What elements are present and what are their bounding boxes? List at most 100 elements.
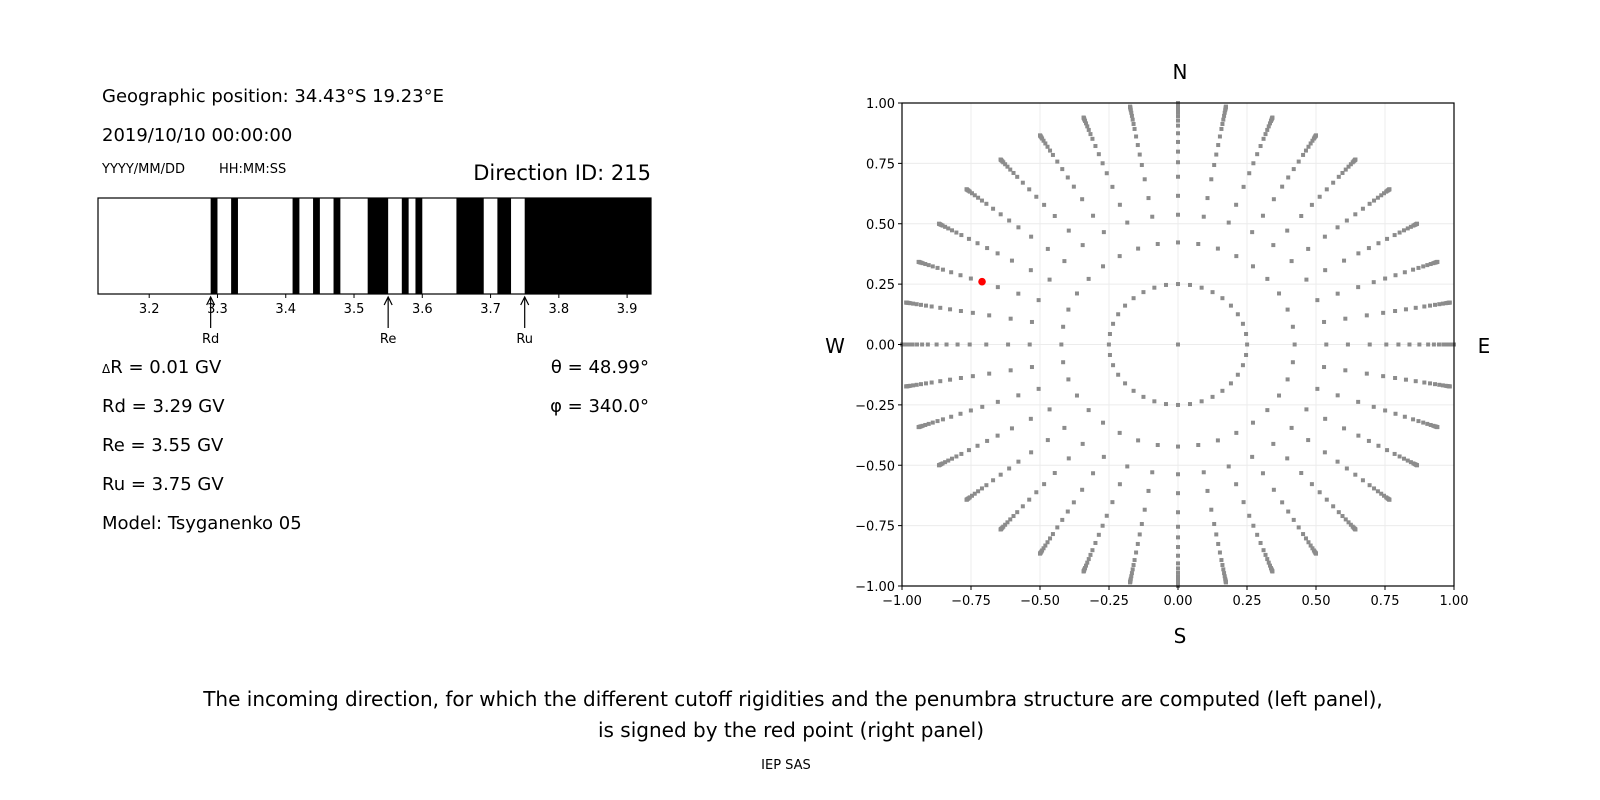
grid-point xyxy=(1196,443,1201,448)
grid-point xyxy=(985,246,990,251)
grid-point xyxy=(1091,213,1096,218)
grid-point xyxy=(1290,360,1295,365)
grid-point xyxy=(1066,307,1071,312)
grid-point xyxy=(923,381,928,386)
grid-point xyxy=(1426,342,1431,347)
marker-arrowhead xyxy=(383,295,393,306)
grid-point xyxy=(1029,365,1034,370)
grid-point xyxy=(1215,246,1220,251)
grid-point xyxy=(1265,408,1270,413)
grid-point xyxy=(1027,497,1032,502)
grid-point xyxy=(936,463,941,468)
grid-point xyxy=(1100,523,1105,528)
grid-point xyxy=(1212,521,1217,526)
grid-point xyxy=(1353,157,1358,162)
grid-point xyxy=(1422,380,1427,385)
grid-point xyxy=(1187,282,1192,287)
grid-point xyxy=(1415,221,1420,226)
grid-point xyxy=(914,382,919,387)
grid-point xyxy=(1250,454,1255,459)
grid-point xyxy=(1306,438,1311,443)
grid-point xyxy=(987,313,992,318)
grid-point xyxy=(1356,251,1361,256)
y-tick-label: 0.00 xyxy=(866,339,895,354)
grid-point xyxy=(1290,324,1295,329)
grid-point xyxy=(1292,342,1297,347)
grid-point xyxy=(1315,386,1320,391)
forbidden-band xyxy=(292,198,300,294)
grid-point xyxy=(1286,175,1291,180)
grid-point xyxy=(1344,466,1349,471)
grid-point xyxy=(1425,421,1430,426)
grid-point xyxy=(1346,164,1351,169)
grid-point xyxy=(1042,482,1047,487)
grid-point xyxy=(1436,342,1441,347)
grid-point xyxy=(1322,234,1327,239)
grid-point xyxy=(1437,382,1442,387)
grid-point xyxy=(1048,148,1053,153)
grid-point xyxy=(1008,517,1013,522)
grid-point xyxy=(1028,416,1033,421)
grid-point xyxy=(1219,126,1224,131)
phi-value: φ = 340.0° xyxy=(550,396,649,417)
grid-point xyxy=(946,226,951,231)
grid-point xyxy=(1403,307,1408,312)
grid-point xyxy=(1271,197,1276,202)
grid-point xyxy=(1234,430,1239,435)
grid-point xyxy=(1431,342,1436,347)
grid-point xyxy=(1060,517,1065,522)
grid-point xyxy=(1241,500,1246,505)
grid-point xyxy=(1385,236,1390,241)
grid-point xyxy=(1222,571,1227,576)
grid-point xyxy=(1176,577,1180,582)
grid-point xyxy=(1201,214,1206,219)
grid-point xyxy=(1152,399,1157,404)
re-value: Re = 3.55 GV xyxy=(102,435,224,456)
grid-point xyxy=(1402,456,1407,461)
grid-point xyxy=(979,198,984,203)
grid-point xyxy=(1048,536,1053,541)
grid-point xyxy=(1324,342,1329,347)
grid-point xyxy=(1081,115,1086,120)
grid-point xyxy=(1117,430,1122,435)
grid-point xyxy=(919,382,924,387)
grid-point xyxy=(1345,342,1350,347)
grid-point xyxy=(916,259,921,264)
grid-point xyxy=(1131,121,1136,126)
grid-point xyxy=(995,285,1000,290)
grid-point xyxy=(1131,296,1136,301)
grid-point xyxy=(1139,521,1144,526)
grid-point xyxy=(1016,459,1021,464)
right-panel: −1.00 −0.75 −0.50 −0.25 0.00 0.25 0.50 0.75 1.00… xyxy=(825,60,1490,648)
grid-point xyxy=(998,157,1003,162)
grid-point xyxy=(1397,230,1402,235)
grid-point xyxy=(1110,500,1115,505)
ru-value: Ru = 3.75 GV xyxy=(102,474,224,495)
grid-point xyxy=(1216,143,1221,148)
caption-line-1: The incoming direction, for which the di… xyxy=(202,687,1383,711)
grid-point xyxy=(1234,254,1239,259)
grid-point xyxy=(1258,144,1263,149)
compass-west: W xyxy=(825,334,845,358)
grid-point xyxy=(1080,197,1085,202)
scatter-axes: −1.00 −0.75 −0.50 −0.25 0.00 0.25 0.50 0.75 1.00… xyxy=(855,97,1468,609)
grid-point xyxy=(1132,558,1137,563)
grid-point xyxy=(1047,407,1052,412)
grid-point xyxy=(1210,394,1215,399)
grid-point xyxy=(1176,240,1180,245)
grid-point xyxy=(1383,408,1388,413)
grid-point xyxy=(1280,500,1285,505)
grid-point xyxy=(1425,263,1430,268)
grid-point xyxy=(1289,259,1294,264)
grid-point xyxy=(1247,171,1252,176)
grid-point xyxy=(1353,472,1358,477)
grid-point xyxy=(959,233,964,238)
grid-point xyxy=(1205,196,1210,201)
grid-point xyxy=(1444,342,1449,347)
grid-point xyxy=(1387,187,1392,192)
grid-point xyxy=(1074,393,1079,398)
grid-point xyxy=(1187,402,1192,407)
grid-point xyxy=(1435,425,1440,430)
forbidden-band xyxy=(367,198,389,294)
grid-point xyxy=(1137,152,1142,157)
